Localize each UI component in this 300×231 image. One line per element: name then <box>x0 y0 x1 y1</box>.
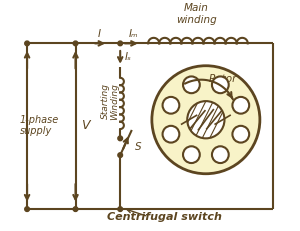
Text: Centrifugal switch: Centrifugal switch <box>106 212 221 222</box>
Circle shape <box>232 97 249 114</box>
Circle shape <box>212 76 229 93</box>
Text: I: I <box>98 29 101 39</box>
Circle shape <box>212 146 229 163</box>
Circle shape <box>118 207 122 211</box>
Circle shape <box>25 41 29 46</box>
Text: Main
winding: Main winding <box>176 3 217 25</box>
Text: 1-phase
supply: 1-phase supply <box>20 115 59 136</box>
Text: V: V <box>81 119 89 132</box>
Circle shape <box>163 97 179 114</box>
Text: Iₛ: Iₛ <box>125 52 132 62</box>
Circle shape <box>163 126 179 143</box>
Circle shape <box>118 153 122 158</box>
Circle shape <box>73 207 78 211</box>
Circle shape <box>152 66 260 174</box>
Circle shape <box>73 41 78 46</box>
Circle shape <box>187 101 224 138</box>
Text: Iₘ: Iₘ <box>128 29 138 39</box>
Text: S: S <box>135 142 142 152</box>
Text: Rotor: Rotor <box>208 74 237 84</box>
Text: Starting: Starting <box>101 83 110 119</box>
Circle shape <box>25 207 29 211</box>
Circle shape <box>118 41 122 46</box>
Text: Winding: Winding <box>110 83 119 120</box>
Circle shape <box>118 136 122 141</box>
Circle shape <box>232 126 249 143</box>
Circle shape <box>183 146 200 163</box>
Circle shape <box>183 76 200 93</box>
